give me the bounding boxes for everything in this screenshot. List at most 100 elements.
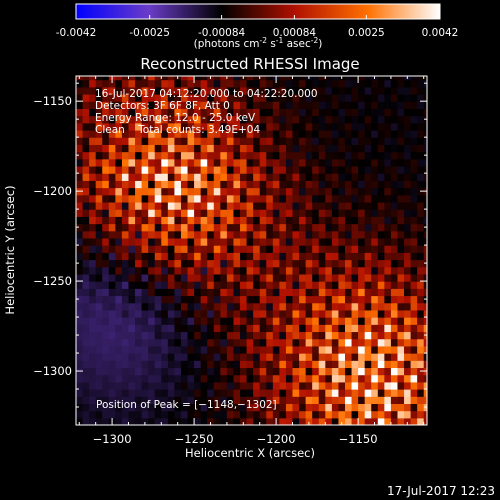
- heatmap-cell: [397, 209, 405, 217]
- heatmap-cell: [154, 410, 162, 419]
- heatmap-cell: [233, 158, 241, 167]
- heatmap-cell: [213, 173, 221, 181]
- heatmap-cell: [161, 79, 169, 88]
- heatmap-cell: [390, 122, 399, 131]
- heatmap-cell: [108, 396, 116, 405]
- heatmap-cell: [167, 309, 176, 318]
- heatmap-cell: [285, 273, 294, 282]
- heatmap-cell: [404, 374, 412, 383]
- heatmap-cell: [95, 396, 103, 405]
- heatmap-cell: [371, 245, 379, 253]
- heatmap-cell: [312, 180, 320, 189]
- heatmap-cell: [135, 237, 143, 246]
- heatmap-cell: [121, 403, 130, 412]
- heatmap-cell: [167, 389, 176, 397]
- heatmap-cell: [95, 324, 103, 333]
- heatmap-cell: [141, 331, 149, 340]
- heatmap-cell: [89, 324, 97, 333]
- heatmap-cell: [384, 389, 392, 397]
- heatmap-cell: [246, 410, 254, 419]
- heatmap-cell: [384, 259, 392, 268]
- heatmap-cell: [240, 252, 248, 261]
- heatmap-cell: [397, 252, 405, 261]
- heatmap-cell: [194, 158, 202, 167]
- heatmap-cell: [115, 158, 123, 167]
- heatmap-cell: [318, 417, 326, 425]
- heatmap-cell: [76, 165, 84, 174]
- heatmap-cell: [161, 230, 169, 239]
- heatmap-cell: [154, 353, 162, 361]
- heatmap-cell: [331, 288, 340, 297]
- heatmap-cell: [141, 86, 149, 95]
- heatmap-cell: [404, 273, 412, 282]
- heatmap-cell: [272, 151, 280, 160]
- heatmap-cell: [318, 324, 326, 333]
- heatmap-cell: [364, 295, 372, 304]
- heatmap-cell: [344, 86, 353, 95]
- heatmap-cell: [404, 245, 412, 253]
- heatmap-cell: [384, 338, 392, 347]
- heatmap-cell: [226, 201, 235, 210]
- heatmap-cell: [167, 86, 176, 95]
- heatmap-cell: [161, 86, 169, 95]
- heatmap-cell: [89, 396, 97, 405]
- heatmap-cell: [299, 360, 307, 369]
- heatmap-cell: [384, 108, 392, 117]
- heatmap-cell: [331, 403, 340, 412]
- heatmap-cell: [194, 317, 202, 325]
- heatmap-cell: [246, 187, 254, 196]
- heatmap-cell: [213, 144, 221, 153]
- heatmap-cell: [167, 79, 176, 88]
- heatmap-cell: [351, 122, 359, 131]
- heatmap-cell: [358, 396, 366, 405]
- heatmap-cell: [305, 151, 313, 160]
- heatmap-cell: [377, 396, 385, 405]
- heatmap-cell: [397, 144, 405, 153]
- heatmap-cell: [410, 151, 418, 160]
- heatmap-cell: [213, 410, 221, 419]
- heatmap-cell: [364, 288, 372, 297]
- heatmap-cell: [331, 281, 340, 289]
- heatmap-cell: [141, 374, 149, 383]
- heatmap-cell: [167, 273, 176, 282]
- heatmap-cell: [312, 101, 320, 109]
- heatmap-cell: [351, 79, 359, 88]
- heatmap-cell: [292, 93, 300, 102]
- heatmap-cell: [76, 374, 84, 383]
- heatmap-cell: [246, 324, 254, 333]
- heatmap-cell: [272, 331, 280, 340]
- heatmap-cell: [272, 259, 280, 268]
- heatmap-cell: [285, 101, 294, 109]
- heatmap-cell: [174, 115, 182, 124]
- heatmap-cell: [121, 266, 130, 275]
- heatmap-cell: [128, 209, 136, 217]
- heatmap-cell: [351, 180, 359, 189]
- heatmap-cell: [167, 403, 176, 412]
- heatmap-cell: [115, 101, 123, 109]
- heatmap-cell: [358, 288, 366, 297]
- heatmap-cell: [259, 76, 267, 81]
- heatmap-cell: [95, 410, 103, 419]
- heatmap-cell: [423, 201, 427, 210]
- heatmap-cell: [194, 410, 202, 419]
- heatmap-cell: [174, 173, 182, 181]
- heatmap-cell: [351, 381, 359, 390]
- heatmap-cell: [167, 374, 176, 383]
- heatmap-cell: [331, 309, 340, 318]
- heatmap-cell: [305, 93, 313, 102]
- heatmap-cell: [377, 173, 385, 181]
- heatmap-cell: [377, 165, 385, 174]
- heatmap-cell: [272, 367, 280, 376]
- heatmap-cell: [259, 381, 267, 390]
- heatmap-cell: [259, 194, 267, 203]
- heatmap-cell: [397, 374, 405, 383]
- heatmap-cell: [207, 410, 215, 419]
- heatmap-cell: [331, 180, 340, 189]
- heatmap-cell: [207, 266, 215, 275]
- heatmap-cell: [115, 245, 123, 253]
- heatmap-cell: [161, 273, 169, 282]
- heatmap-cell: [292, 194, 300, 203]
- heatmap-cell: [233, 76, 241, 81]
- y-tick-label: −1250: [33, 274, 72, 288]
- heatmap-cell: [194, 223, 202, 232]
